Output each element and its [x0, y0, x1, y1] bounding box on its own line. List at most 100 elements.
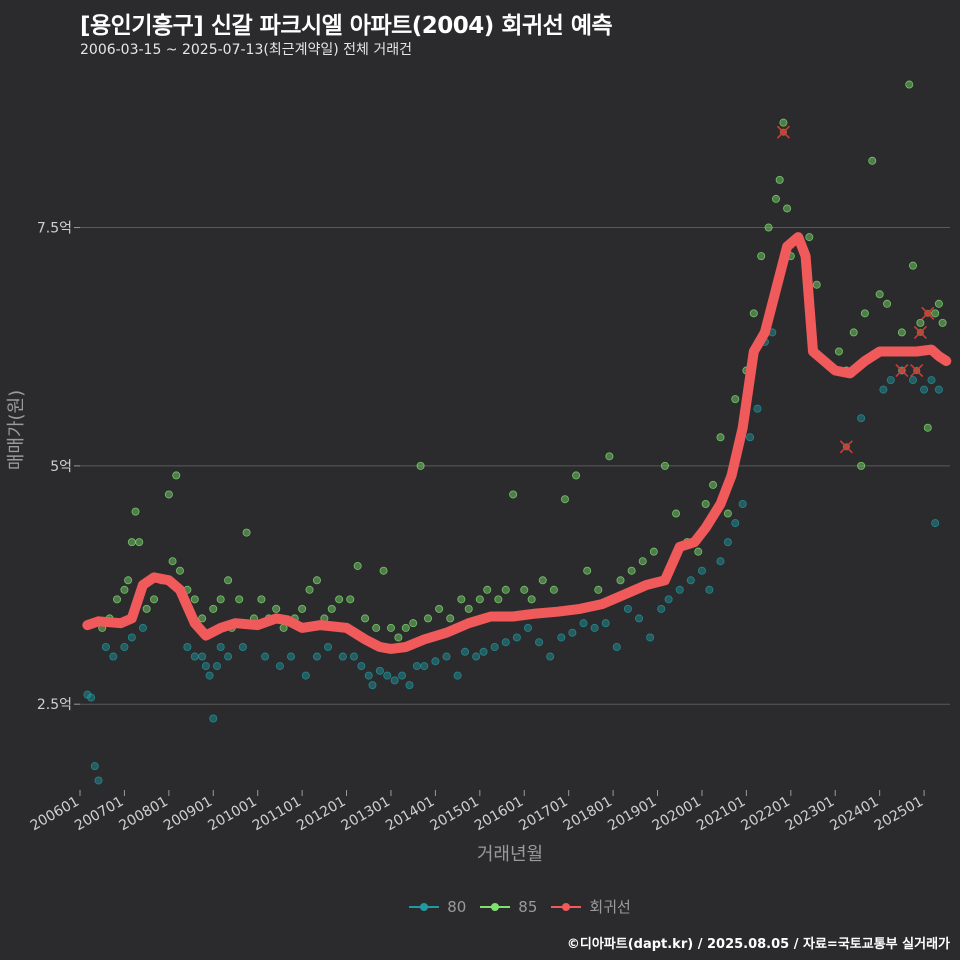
data-point-80: [209, 714, 218, 723]
data-point-80: [753, 404, 762, 413]
y-axis-label: 매매가(원): [6, 389, 27, 471]
data-point-85: [775, 175, 784, 184]
data-point-80: [512, 633, 521, 642]
data-point-85: [883, 299, 892, 308]
chart-subtitle: 2006-03-15 ~ 2025-07-13(최근계약일) 전체 거래건: [80, 42, 412, 58]
legend-key-80: [409, 900, 440, 914]
data-point-85: [494, 595, 503, 604]
data-point-80: [612, 643, 621, 652]
data-point-85: [312, 576, 321, 585]
data-point-85: [423, 614, 432, 623]
data-point-80: [635, 614, 644, 623]
data-point-85: [475, 595, 484, 604]
legend-label-85: 85: [518, 897, 538, 916]
data-point-80: [886, 376, 895, 385]
data-point-85: [905, 80, 914, 89]
data-point-85: [379, 566, 388, 575]
data-point-80: [357, 662, 366, 671]
data-point-80: [375, 666, 384, 675]
data-point-85: [457, 595, 466, 604]
data-point-85: [509, 490, 518, 499]
legend-item-85: 85: [480, 896, 537, 917]
data-point-85: [372, 623, 381, 632]
y-tick-label: 7.5억: [37, 221, 72, 237]
data-point-85: [772, 194, 781, 203]
data-point-80: [716, 557, 725, 566]
data-point-80: [405, 681, 414, 690]
data-point-80: [931, 519, 940, 528]
data-point-85: [361, 614, 370, 623]
data-point-85: [279, 623, 288, 632]
x-tick-label: 201201: [294, 794, 348, 835]
data-point-80: [879, 385, 888, 394]
data-point-85: [131, 507, 140, 516]
legend-label-regression: 회귀선: [589, 898, 631, 916]
data-point-85: [549, 585, 558, 594]
data-point-85: [701, 499, 710, 508]
data-point-85: [435, 604, 444, 613]
x-tick-label: 201101: [250, 794, 304, 835]
x-tick-label: 200701: [72, 794, 126, 835]
data-point-80: [442, 652, 451, 661]
data-point-85: [857, 461, 866, 470]
data-point-80: [198, 652, 207, 661]
data-point-80: [412, 662, 421, 671]
data-point-85: [834, 347, 843, 356]
data-point-85: [779, 118, 788, 127]
data-point-80: [579, 619, 588, 628]
data-point-85: [113, 595, 122, 604]
x-tick-label: 202001: [650, 794, 704, 835]
data-point-85: [416, 461, 425, 470]
data-point-80: [90, 762, 99, 771]
data-point-85: [394, 633, 403, 642]
x-tick-label: 201001: [205, 794, 259, 835]
data-point-85: [560, 495, 569, 504]
data-point-85: [649, 547, 658, 556]
data-point-85: [120, 585, 129, 594]
data-point-80: [431, 657, 440, 666]
data-point-85: [860, 309, 869, 318]
data-point-85: [938, 318, 947, 327]
data-point-80: [746, 433, 755, 442]
x-tick-label: 201601: [472, 794, 526, 835]
data-point-85: [235, 595, 244, 604]
data-point-85: [572, 471, 581, 480]
y-tick-label: 5억: [50, 459, 72, 475]
data-point-80: [420, 662, 429, 671]
data-point-85: [694, 547, 703, 556]
data-point-80: [383, 671, 392, 680]
regression-line: [82, 232, 952, 654]
data-point-80: [705, 585, 714, 594]
data-point-80: [490, 643, 499, 652]
data-point-80: [479, 647, 488, 656]
data-point-85: [327, 604, 336, 613]
data-point-85: [868, 156, 877, 165]
data-point-85: [135, 538, 144, 547]
outlier-marker: [910, 363, 924, 378]
data-point-85: [305, 585, 314, 594]
data-point-85: [127, 538, 136, 547]
data-point-80: [312, 652, 321, 661]
data-point-85: [731, 395, 740, 404]
data-point-85: [638, 557, 647, 566]
data-point-85: [446, 614, 455, 623]
x-tick-label: 201901: [605, 794, 659, 835]
legend-key-85: [480, 900, 511, 914]
x-tick-label: 202201: [739, 794, 793, 835]
data-point-85: [346, 595, 355, 604]
outlier-marker: [921, 306, 935, 320]
data-point-80: [568, 628, 577, 637]
data-point-80: [731, 519, 740, 528]
data-point-85: [409, 619, 418, 628]
data-point-80: [920, 385, 929, 394]
data-point-85: [934, 299, 943, 308]
data-point-80: [535, 638, 544, 647]
data-point-85: [723, 509, 732, 518]
data-point-85: [209, 604, 218, 613]
data-point-85: [616, 576, 625, 585]
data-point-85: [124, 576, 133, 585]
data-point-80: [364, 671, 373, 680]
data-point-80: [368, 681, 377, 690]
data-point-85: [931, 309, 940, 318]
data-point-85: [142, 604, 151, 613]
